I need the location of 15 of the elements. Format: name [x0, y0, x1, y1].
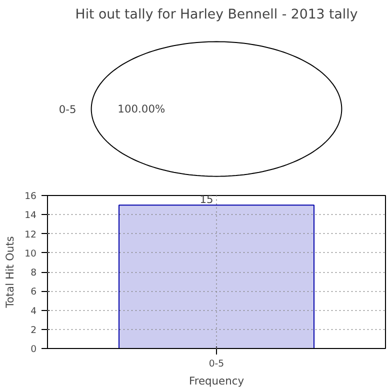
y-tick-label: 10 [24, 248, 37, 260]
y-tick-label: 8 [30, 268, 37, 278]
data-label: 100.00% [118, 102, 166, 116]
y-tick-label: 16 [24, 191, 37, 202]
x-axis-title: Frequency [188, 374, 244, 388]
y-axis-title: Total Hit Outs [4, 236, 17, 309]
y-tick-label: 14 [24, 210, 37, 222]
y-tick-label: 4 [30, 306, 37, 317]
y-tick-label: 2 [30, 324, 37, 336]
slice-label: 0-5 [58, 103, 76, 116]
chart-title: Hit out tally for Harley Bennell - 2013 tally [75, 8, 358, 22]
data-label: 15 [200, 193, 214, 206]
y-tick-label: 6 [30, 286, 37, 298]
y-tick-label: 0 [30, 344, 37, 355]
y-tick-label: 12 [24, 229, 37, 240]
